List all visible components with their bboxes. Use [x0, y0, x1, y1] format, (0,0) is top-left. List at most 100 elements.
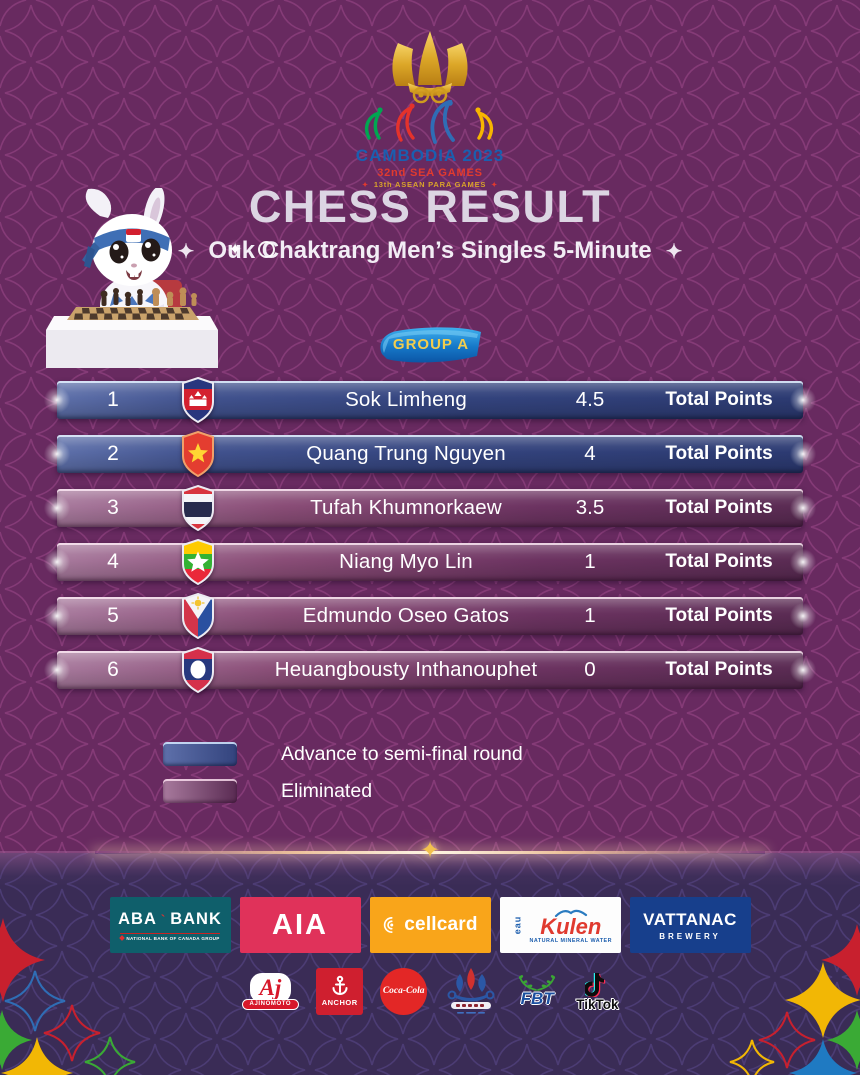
flag-cambodia-icon [169, 377, 227, 423]
legend: Advance to semi-final round Eliminated [163, 742, 523, 816]
sparkle-left-icon: ✦ [177, 240, 195, 263]
player-name: Heuangbousty Inthanouphet [274, 658, 538, 681]
group-badge: GROUP A [380, 327, 481, 363]
vattanac-logo: VATTANAC BREWERY [629, 897, 751, 953]
player-name: Tufah Khumnorkaew [310, 496, 502, 519]
points-label: Total Points [665, 497, 773, 518]
rank-value: 2 [107, 442, 119, 465]
table-row: 3 Tufah Khumnorkaew 3.5 Total Points [57, 485, 803, 531]
mountain-icon [554, 909, 587, 917]
points-value: 1 [584, 604, 596, 627]
legend-label: Advance to semi-final round [281, 742, 523, 765]
legend-item-advance: Advance to semi-final round [163, 742, 523, 766]
flag-vietnam-icon [169, 431, 227, 477]
rank-value: 3 [107, 496, 119, 519]
legend-item-eliminated: Eliminated [163, 779, 523, 803]
kulen-logo: eau Kulen NATURAL MINERAL WATER [499, 897, 621, 953]
aba-bank-logo: ABA ` BANK NATIONAL BANK OF CANADA GROUP [109, 897, 231, 953]
mascot-illustration [46, 188, 218, 368]
aia-logo: AIA [239, 897, 361, 953]
cellcard-name: cellcard [404, 914, 478, 935]
event-subtitle: Ouk Chaktrang Men’s Singles 5-Minute [208, 237, 652, 264]
corner-stars-left [0, 918, 136, 1075]
coca-cola-logo: Coca-Cola [380, 967, 428, 1015]
fbt-logo: FBT [515, 974, 559, 1009]
flag-thailand-icon [169, 485, 227, 531]
player-name: Quang Trung Nguyen [306, 442, 506, 465]
white-sparkle-icon: ✦ [228, 240, 243, 259]
aba-tick-icon: ` [160, 911, 167, 927]
page-title: CHESS RESULT [248, 181, 612, 232]
svg-text:GROUP A: GROUP A [393, 336, 469, 353]
player-name: Sok Limheng [345, 388, 467, 411]
anchor-icon [332, 975, 348, 995]
anchor-logo: ANCHOR [316, 967, 364, 1015]
rank-value: 5 [107, 604, 119, 627]
points-value: 4.5 [575, 388, 605, 411]
table-row: 6 Heuangbousty Inthanouphet 0 Total Poin… [57, 647, 803, 693]
logo-star-right-icon: ✦ [491, 181, 498, 189]
points-label: Total Points [665, 605, 773, 626]
cellcard-arcs-icon [384, 917, 394, 933]
divider-star-icon: ✦ [419, 837, 441, 864]
sponsor-row-secondary: Aj AJINOMOTO ANCHOR Coca-Cola [0, 966, 860, 1016]
flag-myanmar-icon [169, 539, 227, 585]
table-row: 2 Quang Trung Nguyen 4 Total Points [57, 431, 803, 477]
anchor-name: ANCHOR [321, 998, 358, 1007]
athlete-figures-icon [364, 100, 494, 144]
aba-name-1: ABA [118, 909, 157, 928]
player-name: Edmundo Oseo Gatos [302, 604, 510, 627]
ajinomoto-name: AJINOMOTO [241, 998, 300, 1010]
table-row: 5 Edmundo Oseo Gatos [57, 593, 803, 639]
white-ring-icon [258, 241, 275, 258]
points-value: 1 [584, 550, 596, 573]
bottom-star-pattern [0, 853, 860, 1075]
sparkle-right-icon: ✦ [665, 240, 683, 263]
kulen-prefix: eau [512, 915, 523, 935]
ajinomoto-logo: Aj AJINOMOTO [241, 972, 300, 1010]
khmer-emblem-logo [447, 968, 495, 1014]
rank-value: 4 [107, 550, 119, 573]
points-value: 3.5 [575, 496, 605, 519]
vattanac-subtext: BREWERY [659, 931, 721, 941]
rank-value: 6 [107, 658, 119, 681]
points-label: Total Points [665, 551, 773, 572]
golden-crown-icon [392, 31, 468, 104]
points-label: Total Points [665, 659, 773, 680]
points-label: Total Points [665, 443, 773, 464]
points-value: 4 [584, 442, 596, 465]
aba-subtext: NATIONAL BANK OF CANADA GROUP [126, 935, 220, 941]
tiktok-name: TikTok [576, 996, 619, 1012]
legend-swatch-eliminated [163, 779, 237, 803]
aia-name: AIA [272, 908, 328, 941]
player-name: Niang Myo Lin [339, 550, 473, 573]
event-subtitle-row: ✦ Ouk Chaktrang Men’s Singles 5-Minute ✦ [0, 237, 860, 265]
sea-games-logo: CAMBODIA 2023 32nd SEA GAMES ✦ 13th ASEA… [0, 30, 860, 189]
cellcard-logo: cellcard [369, 897, 491, 953]
aba-name-2: BANK [170, 909, 222, 928]
points-value: 0 [584, 658, 596, 681]
logo-para-games: 13th ASEAN PARA GAMES [373, 180, 487, 189]
rank-value: 1 [107, 388, 119, 411]
flag-laos-icon [169, 647, 227, 693]
logo-sea-games: 32nd SEA GAMES [377, 167, 483, 179]
results-table: 1 Sok Limheng 4.5 Total Points 2 [57, 377, 803, 705]
coca-cola-name: Coca-Cola [382, 986, 425, 996]
table-row: 1 Sok Limheng 4.5 Total Points [57, 377, 803, 423]
divider-glow-band [0, 851, 860, 887]
flag-philippines-icon [169, 593, 227, 639]
vattanac-name: VATTANAC [643, 909, 737, 929]
corner-stars-right [729, 924, 860, 1075]
kulen-name: Kulen [540, 913, 602, 939]
kulen-subtext: NATURAL MINERAL WATER [529, 937, 613, 944]
tiktok-note-icon [585, 972, 606, 997]
divider-flare-line [95, 851, 765, 854]
points-label: Total Points [665, 389, 773, 410]
background-star-pattern [0, 0, 860, 856]
laurel-icon [519, 974, 556, 991]
sponsor-row-primary: ABA ` BANK NATIONAL BANK OF CANADA GROUP… [0, 897, 860, 953]
table-row: 4 Niang Myo Lin 1 Total Points [57, 539, 803, 585]
logo-star-left-icon: ✦ [362, 181, 369, 189]
logo-country-year: CAMBODIA 2023 [355, 146, 505, 165]
